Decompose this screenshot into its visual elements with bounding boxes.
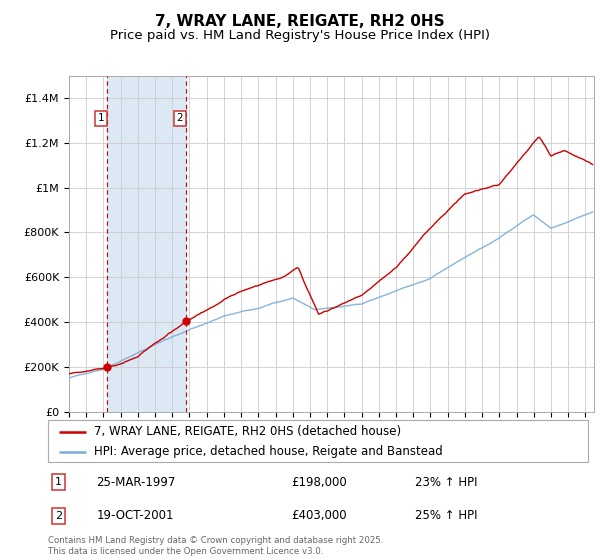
Text: £403,000: £403,000 xyxy=(291,510,347,522)
Text: Price paid vs. HM Land Registry's House Price Index (HPI): Price paid vs. HM Land Registry's House … xyxy=(110,29,490,42)
Text: 25% ↑ HPI: 25% ↑ HPI xyxy=(415,510,478,522)
Text: 7, WRAY LANE, REIGATE, RH2 0HS (detached house): 7, WRAY LANE, REIGATE, RH2 0HS (detached… xyxy=(94,425,401,438)
Text: 2: 2 xyxy=(177,113,184,123)
Text: 2: 2 xyxy=(55,511,62,521)
Text: HPI: Average price, detached house, Reigate and Banstead: HPI: Average price, detached house, Reig… xyxy=(94,445,443,458)
Text: 19-OCT-2001: 19-OCT-2001 xyxy=(97,510,174,522)
Text: 7, WRAY LANE, REIGATE, RH2 0HS: 7, WRAY LANE, REIGATE, RH2 0HS xyxy=(155,14,445,29)
Text: 1: 1 xyxy=(55,477,62,487)
Text: 25-MAR-1997: 25-MAR-1997 xyxy=(97,476,176,489)
Bar xyxy=(107,76,186,412)
Text: Contains HM Land Registry data © Crown copyright and database right 2025.
This d: Contains HM Land Registry data © Crown c… xyxy=(48,536,383,556)
Text: 1: 1 xyxy=(98,113,104,123)
Text: £198,000: £198,000 xyxy=(291,476,347,489)
Text: 23% ↑ HPI: 23% ↑ HPI xyxy=(415,476,478,489)
